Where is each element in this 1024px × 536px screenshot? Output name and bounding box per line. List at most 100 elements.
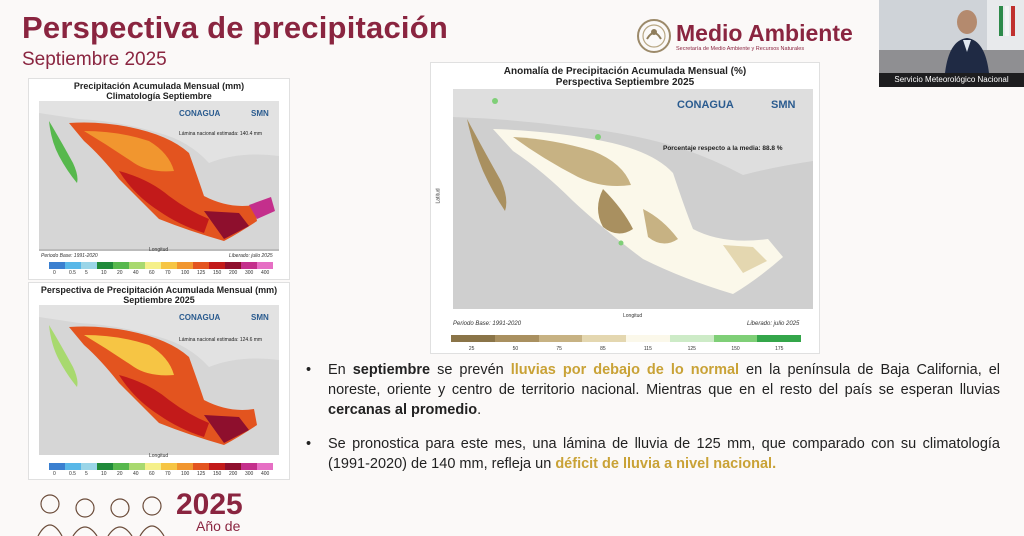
map1-title-line1: Precipitación Acumulada Mensual (mm) bbox=[73, 81, 245, 91]
legend-swatch bbox=[113, 463, 129, 470]
map1-conagua-logo: CONAGUA bbox=[179, 109, 221, 118]
legend-swatch bbox=[177, 262, 193, 269]
legend-label: 300 bbox=[245, 270, 254, 276]
legend-swatch bbox=[97, 463, 113, 470]
legend-label: 50 bbox=[512, 346, 519, 352]
bullet-item-rain-deficit: • Se pronostica para este mes, una lámin… bbox=[300, 434, 1000, 474]
legend-label: 85 bbox=[600, 346, 606, 352]
legend-label: 125 bbox=[197, 471, 206, 477]
legend-swatch bbox=[65, 463, 81, 470]
map1-released: Liberado: julio 2025 bbox=[229, 253, 273, 259]
legend-swatch bbox=[97, 262, 113, 269]
text-highlight-deficit: déficit de lluvia a nivel nacional. bbox=[555, 456, 777, 472]
legend-label: 150 bbox=[213, 471, 222, 477]
legend-label: 400 bbox=[261, 471, 270, 477]
legend-swatch bbox=[757, 335, 801, 342]
legend-swatch bbox=[65, 262, 81, 269]
legend-label: 0.5 bbox=[69, 471, 76, 477]
map1-legend-labels: 0 0.5 5 10 20 40 60 70 100 125 150 200 300 400 bbox=[49, 270, 273, 277]
map3-note: Porcentaje respecto a la media: 88.8 % bbox=[663, 145, 783, 152]
legend-swatch bbox=[257, 463, 273, 470]
text: se prevén bbox=[430, 362, 511, 378]
map1-title-line2: Climatología Septiembre bbox=[106, 91, 212, 101]
map3-base: Periodo Base: 1991-2020 bbox=[453, 321, 522, 327]
map1-base: Periodo Base: 1991-2020 bbox=[41, 253, 98, 259]
legend-swatch bbox=[177, 463, 193, 470]
climatology-map bbox=[39, 101, 279, 251]
legend-swatch bbox=[451, 335, 495, 342]
legend-swatch bbox=[49, 262, 65, 269]
legend-swatch bbox=[113, 262, 129, 269]
legend-swatch bbox=[538, 335, 583, 342]
logo-subname: Secretaría de Medio Ambiente y Recursos … bbox=[676, 46, 805, 52]
legend-swatch bbox=[81, 262, 97, 269]
legend-swatch bbox=[161, 463, 177, 470]
legend-label: 175 bbox=[775, 346, 784, 352]
map1-legend bbox=[49, 262, 273, 269]
legend-swatch bbox=[241, 463, 257, 470]
legend-swatch bbox=[225, 262, 241, 269]
semarnat-logo: Medio Ambiente Secretaría de Medio Ambie… bbox=[636, 18, 876, 58]
legend-label: 40 bbox=[133, 471, 139, 477]
legend-label: 70 bbox=[165, 270, 171, 276]
legend-swatch bbox=[161, 262, 177, 269]
forecast-map bbox=[39, 305, 279, 455]
anomaly-map-panel: Anomalía de Precipitación Acumulada Mens… bbox=[430, 62, 820, 354]
map2-legend bbox=[49, 463, 273, 470]
text: En bbox=[328, 362, 353, 378]
map2-note: Lámina nacional estimada: 124.6 mm bbox=[179, 337, 263, 343]
legend-swatch bbox=[145, 262, 161, 269]
legend-swatch bbox=[494, 335, 539, 342]
legend-swatch bbox=[129, 463, 145, 470]
map3-legend bbox=[451, 335, 801, 342]
legend-label: 125 bbox=[687, 346, 696, 352]
legend-label: 20 bbox=[117, 270, 123, 276]
logo-name: Medio Ambiente bbox=[676, 20, 853, 46]
webcam-feed: Servicio Meteorológico Nacional bbox=[879, 0, 1024, 87]
text: . bbox=[477, 402, 482, 418]
legend-label: 5 bbox=[85, 270, 88, 276]
legend-label: 10 bbox=[101, 471, 107, 477]
bullet-dot: • bbox=[306, 436, 312, 452]
map3-conagua-logo: CONAGUA bbox=[677, 99, 734, 111]
text-bold-average: cercanas al promedio bbox=[328, 402, 478, 418]
heroines-illustration bbox=[37, 494, 165, 536]
legend-label: 20 bbox=[117, 471, 123, 477]
legend-label: 5 bbox=[85, 471, 88, 477]
legend-label: 115 bbox=[643, 346, 652, 352]
legend-swatch bbox=[145, 463, 161, 470]
legend-swatch bbox=[626, 335, 670, 342]
map2-title-line2: Septiembre 2025 bbox=[123, 295, 195, 305]
text-bold-month: septiembre bbox=[352, 362, 431, 378]
legend-swatch bbox=[713, 335, 758, 342]
legend-swatch bbox=[209, 463, 225, 470]
legend-label: 40 bbox=[133, 270, 139, 276]
legend-label: 100 bbox=[181, 471, 190, 477]
map2-conagua-logo: CONAGUA bbox=[179, 313, 221, 322]
legend-label: 75 bbox=[556, 346, 562, 352]
legend-swatch bbox=[193, 463, 209, 470]
legend-swatch bbox=[582, 335, 626, 342]
map2-xlabel: Longitud bbox=[149, 453, 169, 459]
legend-label: 70 bbox=[165, 471, 171, 477]
map2-legend-labels: 0 0.5 5 10 20 40 60 70 100 125 150 200 300 400 bbox=[49, 471, 273, 478]
legend-label: 200 bbox=[229, 471, 238, 477]
legend-label: 150 bbox=[213, 270, 222, 276]
page-subtitle: Septiembre 2025 bbox=[22, 49, 167, 70]
text-highlight-below-normal: lluvias por debajo de lo normal bbox=[510, 362, 740, 378]
forecast-map-panel: Perspectiva de Precipitación Acumulada M… bbox=[28, 282, 290, 480]
bullet-dot: • bbox=[306, 362, 312, 378]
legend-label: 0 bbox=[53, 270, 56, 276]
legend-label: 25 bbox=[468, 346, 475, 352]
legend-swatch bbox=[669, 335, 714, 342]
national-seal-icon bbox=[637, 19, 671, 53]
legend-label: 100 bbox=[181, 270, 190, 276]
text: Se pronostica para este mes, una lámina … bbox=[328, 436, 1000, 472]
map3-ylabel: Latitud bbox=[435, 188, 442, 204]
map1-xlabel: Longitud bbox=[149, 247, 169, 253]
legend-swatch bbox=[257, 262, 273, 269]
legend-label: 0 bbox=[53, 471, 56, 477]
climatology-map-panel: Precipitación Acumulada Mensual (mm) Cli… bbox=[28, 78, 290, 280]
legend-label: 400 bbox=[261, 270, 270, 276]
legend-swatch bbox=[241, 262, 257, 269]
